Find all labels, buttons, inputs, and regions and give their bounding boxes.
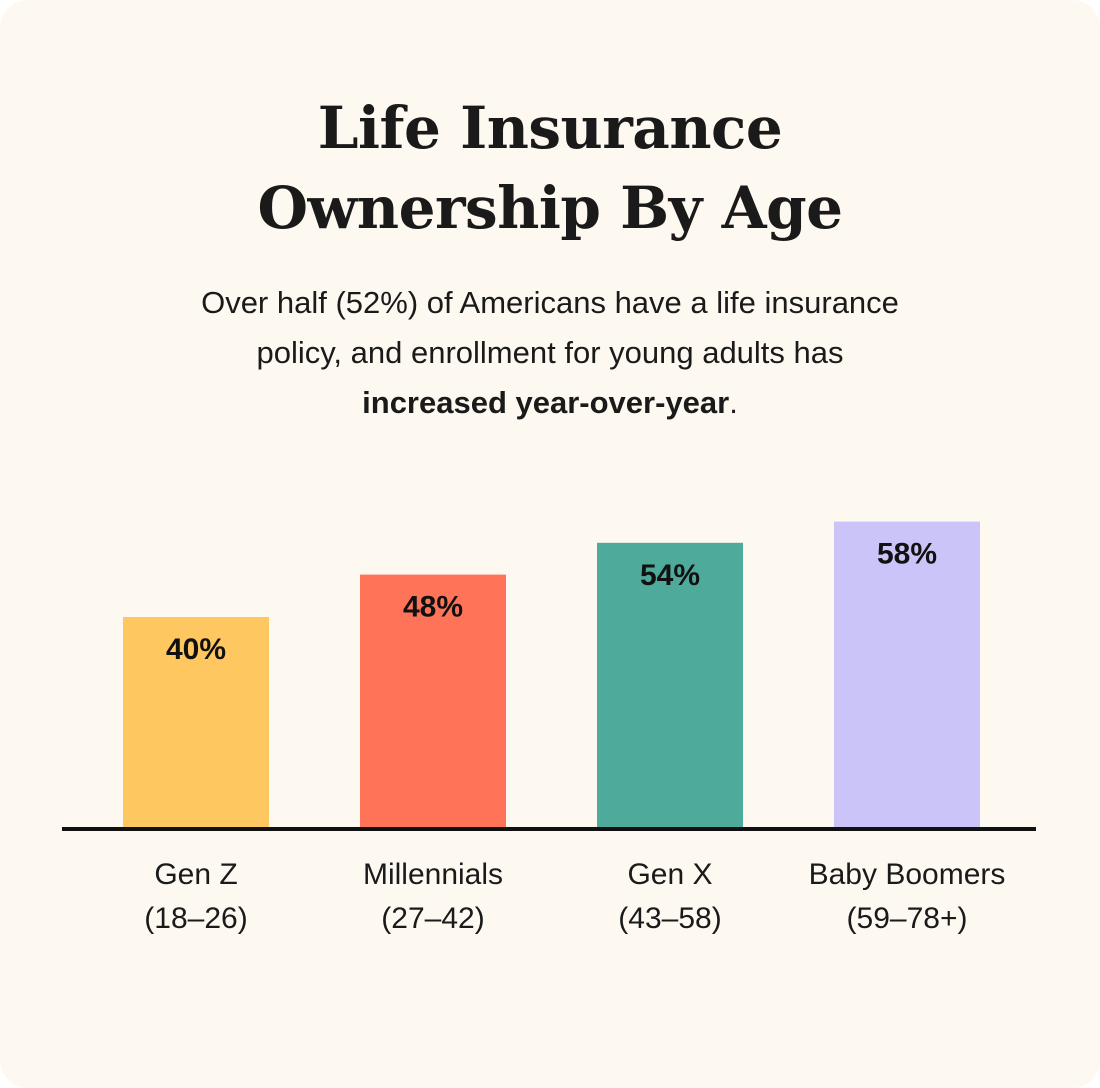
bar-gen-x bbox=[597, 542, 743, 829]
category-label: Gen X bbox=[627, 858, 712, 891]
title-line-1: Life Insurance bbox=[317, 94, 783, 162]
bar-value-label: 58% bbox=[877, 538, 937, 571]
subtitle-period: . bbox=[729, 385, 738, 420]
category-age-range: (43–58) bbox=[618, 902, 721, 935]
subtitle-emphasis: increased year-over-year bbox=[362, 385, 730, 420]
category-label: Gen Z bbox=[154, 858, 237, 891]
bar-value-label: 54% bbox=[640, 559, 700, 592]
category-label: Millennials bbox=[363, 858, 503, 891]
subtitle: Over half (52%) of Americans have a life… bbox=[130, 278, 970, 428]
bar-value-label: 48% bbox=[403, 591, 463, 624]
category-label: Baby Boomers bbox=[809, 858, 1006, 891]
bar-value-label: 40% bbox=[166, 633, 226, 666]
bar-millennials bbox=[360, 574, 506, 829]
title-line-2: Ownership By Age bbox=[257, 174, 843, 242]
category-age-range: (59–78+) bbox=[847, 902, 968, 935]
bar-baby-boomers bbox=[834, 521, 980, 829]
category-age-range: (18–26) bbox=[144, 902, 247, 935]
page-title: Life Insurance Ownership By Age bbox=[0, 88, 1100, 248]
subtitle-line-2: policy, and enrollment for young adults … bbox=[256, 335, 844, 370]
category-age-range: (27–42) bbox=[381, 902, 484, 935]
subtitle-line-1: Over half (52%) of Americans have a life… bbox=[201, 285, 899, 320]
bar-gen-z bbox=[123, 617, 269, 829]
